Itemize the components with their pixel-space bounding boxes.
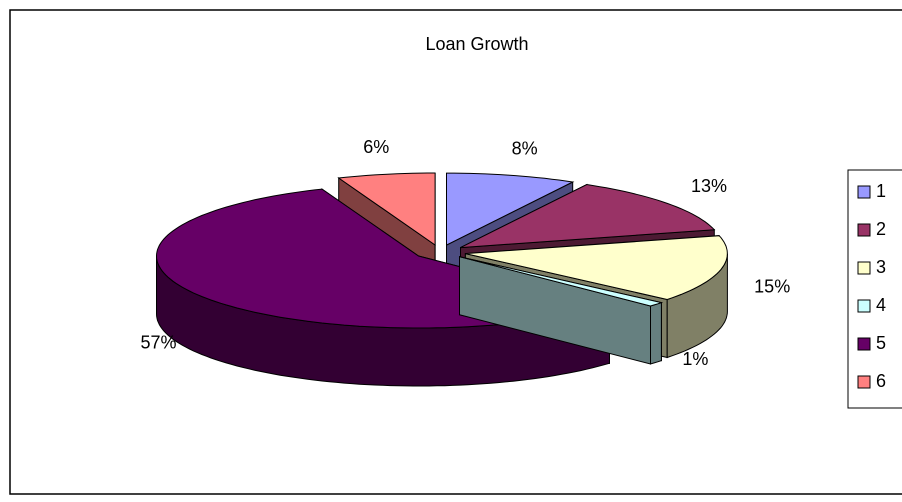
slice-top: [460, 183, 716, 249]
data-label: 8%: [512, 139, 538, 159]
legend-swatch: [857, 261, 871, 275]
slice-wall: [650, 301, 662, 365]
pie-slice: [459, 256, 664, 365]
legend-swatch: [857, 337, 871, 351]
legend-label: 2: [876, 219, 886, 239]
legend-label: 6: [876, 371, 886, 391]
slice-top: [337, 172, 436, 246]
legend-box: [847, 169, 902, 409]
data-label: 15%: [754, 276, 790, 296]
legend-swatch: [857, 299, 871, 313]
slice-top: [446, 172, 575, 246]
legend-label: 1: [876, 181, 886, 201]
chart-title: Loan Growth: [425, 34, 528, 54]
legend-swatch: [857, 375, 871, 389]
data-label: 6%: [363, 137, 389, 157]
data-label: 57%: [140, 333, 176, 353]
legend-label: 5: [876, 333, 886, 353]
legend-label: 4: [876, 295, 886, 315]
slice-top: [459, 256, 664, 307]
data-label: 1%: [682, 349, 708, 369]
legend-label: 3: [876, 257, 886, 277]
slice-top: [465, 235, 728, 301]
data-label: 13%: [691, 176, 727, 196]
legend-swatch: [857, 223, 871, 237]
legend-swatch: [857, 185, 871, 199]
